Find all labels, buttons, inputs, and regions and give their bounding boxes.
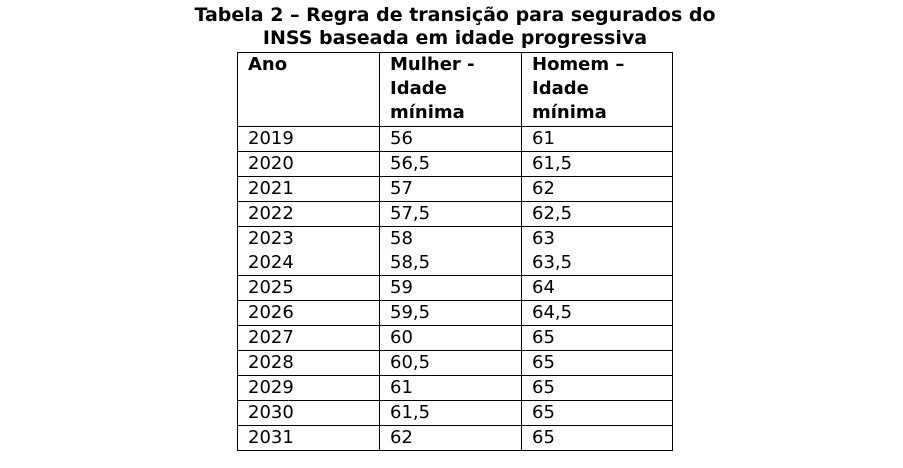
table-cell: 2021 (237, 176, 380, 202)
table-cell: 56 (379, 126, 522, 152)
table-cell: 2027 (237, 325, 380, 351)
table-cell: 2029 (237, 375, 380, 401)
table-cell: 61,5 (379, 400, 522, 426)
table-title: Tabela 2 – Regra de transição para segur… (194, 4, 716, 26)
table-cell: 57,5 (379, 201, 522, 227)
table-cell: 57 (379, 176, 522, 202)
header-cell: Ano (237, 52, 380, 127)
table-cell: 62,5 (521, 201, 673, 227)
table-cell: 2024 (237, 251, 380, 276)
table-cell: 61 (379, 375, 522, 401)
table-cell: 65 (521, 325, 673, 351)
table-cell: 2023 (237, 226, 380, 251)
table-row: 2019 56 61 (237, 126, 673, 152)
table-row: 2031 62 65 (237, 425, 673, 451)
table-cell: 62 (521, 176, 673, 202)
table-cell: 65 (521, 375, 673, 401)
header-cell: Mulher - Idade mínima (379, 52, 522, 127)
table-title: INSS baseada em idade progressiva (262, 27, 648, 49)
table-row: 2021 57 62 (237, 176, 673, 202)
table-cell: 58,5 (379, 251, 522, 276)
table-cell: 2019 (237, 126, 380, 152)
table-cell: 2020 (237, 151, 380, 177)
table-cell: 64 (521, 275, 673, 301)
data-table: Ano Mulher - Idade mínima Homem – Idade mí… (237, 52, 673, 451)
table-row: 2025 59 64 (237, 275, 673, 301)
table-row: 2027 60 65 (237, 325, 673, 351)
table-cell: 59,5 (379, 300, 522, 326)
table-cell: 63,5 (521, 251, 673, 276)
header-row: Ano Mulher - Idade mínima Homem – Idade mí… (237, 52, 673, 127)
table-cell: 2028 (237, 350, 380, 376)
table-row: 2023 58 63 (237, 226, 673, 251)
table-row: 2024 58,5 63,5 (237, 251, 673, 276)
table-cell: 2030 (237, 400, 380, 426)
table-cell: 65 (521, 400, 673, 426)
table-cell: 62 (379, 425, 522, 451)
table-cell: 56,5 (379, 151, 522, 177)
table-row: 2028 60,5 65 (237, 350, 673, 376)
table-cell: 2025 (237, 275, 380, 301)
table-cell: 61,5 (521, 151, 673, 177)
header-cell: Homem – Idade mínima (521, 52, 673, 127)
table-cell: 58 (379, 226, 522, 251)
table-row: 2022 57,5 62,5 (237, 201, 673, 227)
table-cell: 65 (521, 350, 673, 376)
table-cell: 63 (521, 226, 673, 251)
table-cell: 60,5 (379, 350, 522, 376)
table-cell: 2026 (237, 300, 380, 326)
table-cell: 64,5 (521, 300, 673, 326)
table-cell: 2022 (237, 201, 380, 227)
table-cell: 60 (379, 325, 522, 351)
table-row: 2020 56,5 61,5 (237, 151, 673, 177)
table-cell: 65 (521, 425, 673, 451)
table-row: 2030 61,5 65 (237, 400, 673, 426)
table-row: 2026 59,5 64,5 (237, 300, 673, 326)
table-cell: 2031 (237, 425, 380, 451)
table-row: 2029 61 65 (237, 375, 673, 401)
table-cell: 59 (379, 275, 522, 301)
table-cell: 61 (521, 126, 673, 152)
